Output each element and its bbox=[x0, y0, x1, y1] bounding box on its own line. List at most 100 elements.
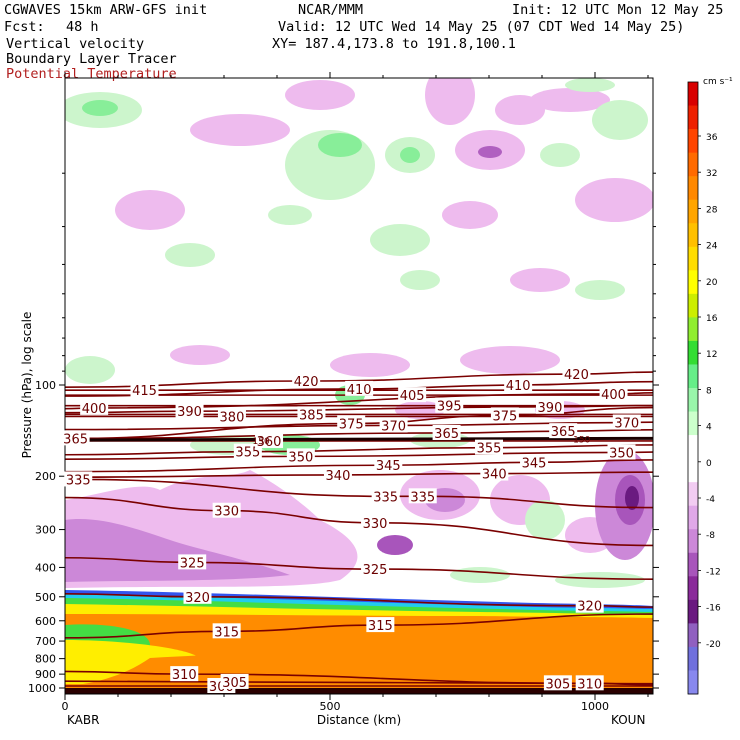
contour-label: 310 bbox=[172, 668, 197, 683]
colorbar-label: 20 bbox=[706, 278, 718, 288]
contour-label: 405 bbox=[400, 389, 425, 404]
marker-label: 150 bbox=[573, 435, 590, 445]
contour-label-bg bbox=[212, 623, 241, 639]
contour-label: 305 bbox=[545, 677, 570, 692]
contour-label-bg bbox=[374, 457, 403, 473]
contour-label-bg bbox=[398, 387, 427, 403]
contour-label-bg bbox=[490, 407, 519, 423]
contour-label-bg bbox=[562, 366, 591, 382]
contour-label-bg bbox=[432, 424, 461, 440]
theta-contour-315 bbox=[65, 613, 653, 639]
colorbar-swatch bbox=[688, 199, 698, 224]
contour-label-bg bbox=[475, 439, 503, 455]
colorbar-label: 32 bbox=[706, 169, 717, 179]
contour-label: 335 bbox=[410, 490, 435, 505]
colorbar-label: 28 bbox=[706, 205, 718, 215]
colorbar-label: 36 bbox=[706, 133, 718, 143]
y-tick-label: 800 bbox=[35, 653, 56, 666]
contour-label-bg bbox=[233, 443, 262, 459]
contour-label-bg bbox=[379, 417, 408, 433]
contour-label-bg bbox=[61, 430, 90, 446]
valid-time: Valid: 12 UTC Wed 14 May 25 (07 CDT Wed … bbox=[278, 19, 685, 35]
contour-label-bg bbox=[297, 406, 326, 422]
colorbar-frame bbox=[687, 81, 699, 695]
contour-label: 420 bbox=[564, 368, 589, 383]
colorbar-label: -16 bbox=[706, 604, 721, 614]
contour-label: 315 bbox=[368, 619, 393, 634]
contour-label: 370 bbox=[381, 419, 406, 434]
contour-label: 415 bbox=[132, 384, 157, 399]
contour-label: 310 bbox=[577, 677, 602, 692]
y-tick-label: 400 bbox=[35, 561, 56, 574]
y-tick-label: 300 bbox=[35, 524, 56, 537]
contour-label: 340 bbox=[482, 468, 507, 483]
contour-label-bg bbox=[520, 454, 549, 470]
colorbar-swatch bbox=[688, 317, 698, 342]
contour-label-bg bbox=[504, 377, 533, 392]
contour-label: 345 bbox=[522, 456, 547, 471]
colorbar-label: 0 bbox=[706, 459, 712, 469]
contour-label: 305 bbox=[222, 676, 247, 691]
contour-label: 335 bbox=[66, 473, 91, 488]
contour-label: 330 bbox=[363, 517, 388, 532]
contour-label-bg bbox=[323, 466, 352, 482]
contour-label: 365 bbox=[551, 425, 576, 440]
shading-layer bbox=[65, 78, 653, 694]
theta-contour-310 bbox=[65, 670, 653, 686]
colorbar-swatch bbox=[688, 152, 698, 177]
colorbar-swatch bbox=[688, 388, 698, 413]
contour-label: 410 bbox=[347, 383, 372, 398]
xsect-endpoints: XY= 187.4,173.8 to 191.8,100.1 bbox=[272, 36, 516, 52]
colorbar-swatch bbox=[688, 364, 698, 389]
colorbar-swatch bbox=[688, 105, 698, 130]
contour-label: 385 bbox=[299, 408, 324, 423]
lower-boundary bbox=[65, 688, 653, 694]
colorbar-label: -20 bbox=[706, 640, 721, 650]
y-tick-label: 200 bbox=[35, 470, 56, 483]
colorbar-swatch bbox=[688, 270, 698, 295]
contour-label: 340 bbox=[326, 469, 351, 484]
contour-label-bg bbox=[178, 554, 207, 570]
contour-label-bg bbox=[175, 403, 204, 419]
colorbar-label: 12 bbox=[706, 350, 717, 360]
w-blobs-mid bbox=[65, 385, 653, 588]
contour-label: 400 bbox=[601, 388, 626, 403]
x-right-station: KOUN bbox=[611, 713, 645, 727]
contour-label-bg bbox=[361, 514, 390, 530]
colorbar-swatch bbox=[688, 293, 698, 318]
contour-label-bg bbox=[337, 415, 366, 431]
contour-label-bg bbox=[64, 471, 93, 487]
plot-frame bbox=[64, 77, 654, 695]
colorbar-label: 24 bbox=[706, 242, 718, 252]
contour-label: 360 bbox=[257, 435, 282, 450]
field-boundary-layer-tracer: Boundary Layer Tracer bbox=[6, 51, 177, 67]
theta-contour-345 bbox=[65, 459, 653, 473]
colorbar-swatch bbox=[688, 482, 698, 507]
forecast-label: Fcst: bbox=[4, 19, 45, 35]
colorbar-label: 16 bbox=[706, 314, 718, 324]
y-tick-label: 500 bbox=[35, 591, 56, 604]
colorbar-label: -12 bbox=[706, 567, 721, 577]
colorbar-label: 4 bbox=[706, 423, 712, 433]
theta-contour-340 bbox=[65, 471, 653, 479]
contour-label: 420 bbox=[294, 375, 319, 390]
contour-label: 355 bbox=[235, 446, 260, 461]
x-axis-title: Distance (km) bbox=[317, 713, 401, 727]
contour-label-bg bbox=[292, 372, 321, 388]
contour-label-bg bbox=[366, 617, 395, 633]
init-time: Init: 12 UTC Mon 12 May 25 bbox=[512, 2, 724, 18]
contour-label-bg bbox=[345, 380, 374, 396]
x-tick-label: 500 bbox=[320, 700, 341, 713]
forecast-hours: 48 h bbox=[66, 19, 99, 35]
contour-label-bg bbox=[575, 675, 604, 691]
contour-label-bg bbox=[480, 465, 509, 481]
theta-contour-420 bbox=[65, 371, 653, 389]
colorbar-swatch bbox=[688, 646, 698, 671]
contour-label-bg bbox=[607, 444, 636, 460]
colorbar: cm s⁻¹ 36 32 28 24 20 16 12 8 4 0 -4 -8 -12 -16 -20 bbox=[687, 77, 733, 695]
contour-label-bg bbox=[220, 673, 249, 689]
contour-label: 320 bbox=[577, 600, 602, 615]
colorbar-swatch bbox=[688, 411, 698, 436]
colorbar-swatch bbox=[688, 529, 698, 554]
contour-label-bg bbox=[371, 488, 400, 504]
